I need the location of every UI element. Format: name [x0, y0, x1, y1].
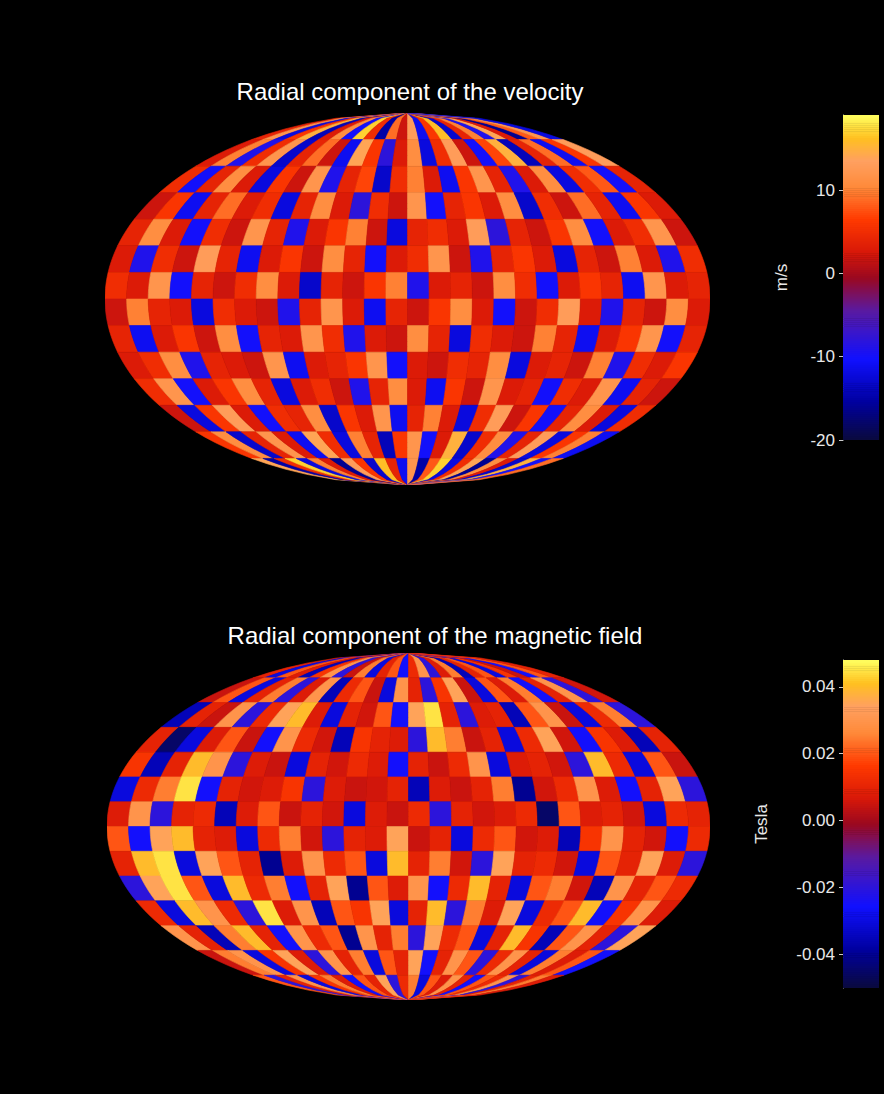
svg-text:-0.04: -0.04 [796, 945, 835, 964]
svg-text:-20: -20 [810, 431, 835, 450]
svg-text:Radial component of the magnet: Radial component of the magnetic field [228, 622, 643, 649]
svg-text:0.02: 0.02 [802, 744, 835, 763]
svg-text:0.00: 0.00 [802, 811, 835, 830]
svg-text:0: 0 [826, 264, 835, 283]
svg-text:m/s: m/s [772, 264, 791, 291]
svg-text:Radial component of the veloci: Radial component of the velocity [237, 78, 584, 105]
svg-text:Tesla: Tesla [752, 804, 771, 844]
svg-text:10: 10 [816, 181, 835, 200]
svg-text:0.04: 0.04 [802, 677, 835, 696]
svg-text:-0.02: -0.02 [796, 878, 835, 897]
svg-text:-10: -10 [810, 347, 835, 366]
